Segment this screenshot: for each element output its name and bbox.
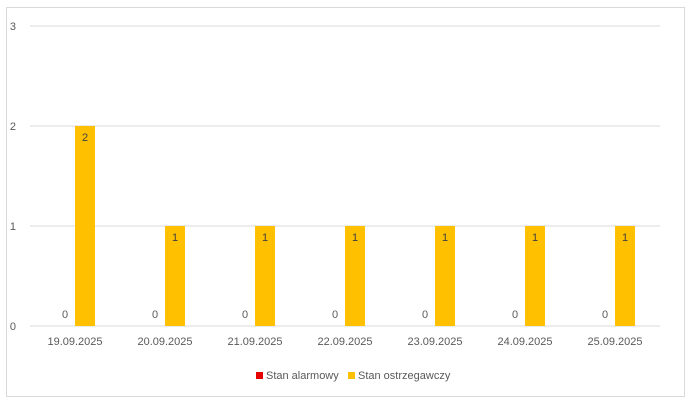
y-tick-label: 1 <box>10 221 16 233</box>
x-axis-ticks: 19.09.2025 20.09.2025 21.09.2025 22.09.2025… <box>47 336 642 348</box>
data-label: 1 <box>172 232 178 244</box>
data-label: 1 <box>622 232 628 244</box>
data-label: 0 <box>152 309 158 321</box>
data-label: 1 <box>262 232 268 244</box>
x-tick-label: 24.09.2025 <box>497 336 552 348</box>
data-label: 0 <box>602 309 608 321</box>
x-tick-label: 25.09.2025 <box>587 336 642 348</box>
data-label: 0 <box>62 309 68 321</box>
legend-swatch <box>256 372 263 379</box>
x-tick-label: 22.09.2025 <box>317 336 372 348</box>
x-tick-label: 23.09.2025 <box>407 336 462 348</box>
x-tick-label: 19.09.2025 <box>47 336 102 348</box>
data-label: 0 <box>422 309 428 321</box>
y-tick-label: 0 <box>10 321 16 333</box>
data-label: 1 <box>532 232 538 244</box>
data-label: 0 <box>242 309 248 321</box>
bar-stan-ostrzegawczy <box>345 226 365 326</box>
y-tick-label: 3 <box>10 21 16 33</box>
bar-stan-ostrzegawczy <box>75 126 95 326</box>
legend-label: Stan alarmowy <box>266 370 339 382</box>
x-tick-label: 20.09.2025 <box>137 336 192 348</box>
bar-stan-ostrzegawczy <box>255 226 275 326</box>
bars <box>75 126 635 326</box>
data-label: 0 <box>512 309 518 321</box>
y-tick-label: 2 <box>10 121 16 133</box>
legend: Stan alarmowy Stan ostrzegawczy <box>256 370 451 382</box>
bar-stan-ostrzegawczy <box>165 226 185 326</box>
data-label: 1 <box>442 232 448 244</box>
bar-stan-ostrzegawczy <box>435 226 455 326</box>
legend-label: Stan ostrzegawczy <box>358 370 451 382</box>
x-tick-label: 21.09.2025 <box>227 336 282 348</box>
data-labels: 0 2 0 1 0 1 0 1 0 1 0 1 0 1 <box>62 132 628 321</box>
bar-stan-ostrzegawczy <box>615 226 635 326</box>
y-axis-ticks: 0 1 2 3 <box>10 21 16 333</box>
data-label: 0 <box>332 309 338 321</box>
chart-frame <box>6 7 685 397</box>
legend-swatch <box>348 372 355 379</box>
data-label: 1 <box>352 232 358 244</box>
data-label: 2 <box>82 132 88 144</box>
bar-stan-ostrzegawczy <box>525 226 545 326</box>
